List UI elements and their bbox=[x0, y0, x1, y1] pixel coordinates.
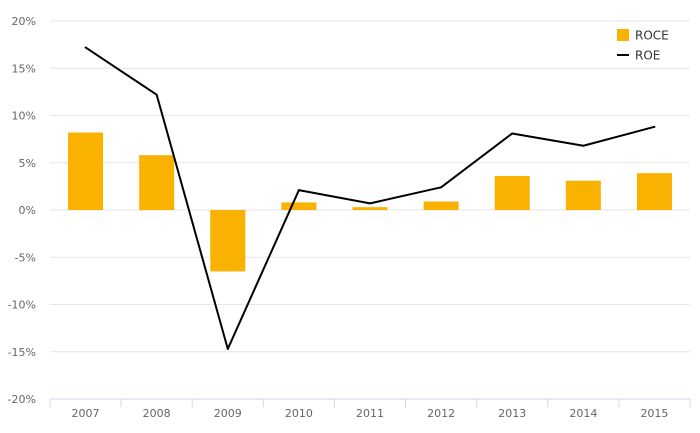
roe-point[interactable] bbox=[369, 202, 371, 205]
roce-bar[interactable] bbox=[281, 202, 317, 210]
roe-point[interactable] bbox=[440, 186, 443, 189]
y-tick-label: 10% bbox=[12, 110, 36, 123]
x-tick-label: 2007 bbox=[72, 407, 100, 420]
x-tick-label: 2012 bbox=[427, 407, 455, 420]
x-tick-label: 2014 bbox=[569, 407, 597, 420]
x-tick-label: 2010 bbox=[285, 407, 313, 420]
legend-roe-label: ROE bbox=[635, 49, 660, 63]
roe-point[interactable] bbox=[297, 189, 300, 192]
legend-roce-label: ROCE bbox=[635, 29, 669, 43]
roce-bar[interactable] bbox=[68, 132, 104, 210]
y-tick-label: -5% bbox=[15, 251, 36, 264]
roe-point[interactable] bbox=[226, 347, 229, 350]
x-tick-label: 2013 bbox=[498, 407, 526, 420]
x-tick-label: 2009 bbox=[214, 407, 242, 420]
roce-bar[interactable] bbox=[139, 155, 175, 210]
x-axis: 2007 2008 2009 2010 2011 2012 2013 2014 2015 bbox=[49, 398, 691, 420]
roe-point[interactable] bbox=[84, 46, 87, 49]
roce-bar[interactable] bbox=[210, 210, 246, 272]
roce-bar[interactable] bbox=[565, 180, 601, 210]
y-tick-label: 15% bbox=[12, 62, 36, 75]
roce-bar[interactable] bbox=[352, 207, 388, 210]
roe-point[interactable] bbox=[155, 93, 158, 96]
roe-point[interactable] bbox=[511, 132, 514, 135]
x-tick-label: 2008 bbox=[143, 407, 171, 420]
y-tick-label: 5% bbox=[19, 157, 36, 170]
legend-roce-swatch bbox=[617, 29, 629, 41]
y-tick-label: -15% bbox=[8, 346, 36, 359]
y-axis: 20% 15% 10% 5% 0% -5% -10% -15% -20% bbox=[8, 15, 36, 406]
y-tick-label: 0% bbox=[19, 204, 36, 217]
y-tick-label: -10% bbox=[8, 299, 36, 312]
x-tick-label: 2011 bbox=[356, 407, 384, 420]
roe-point[interactable] bbox=[653, 125, 656, 128]
x-tick-label: 2015 bbox=[640, 407, 668, 420]
roe-line-series bbox=[84, 46, 656, 350]
roce-bar[interactable] bbox=[636, 173, 672, 210]
y-tick-label: -20% bbox=[8, 393, 36, 406]
roe-point[interactable] bbox=[582, 144, 585, 147]
roce-bars bbox=[68, 132, 672, 272]
roce-bar[interactable] bbox=[423, 201, 459, 210]
legend[interactable]: ROCE ROE bbox=[617, 29, 669, 63]
roce-bar[interactable] bbox=[494, 175, 530, 210]
y-tick-label: 20% bbox=[12, 15, 36, 28]
